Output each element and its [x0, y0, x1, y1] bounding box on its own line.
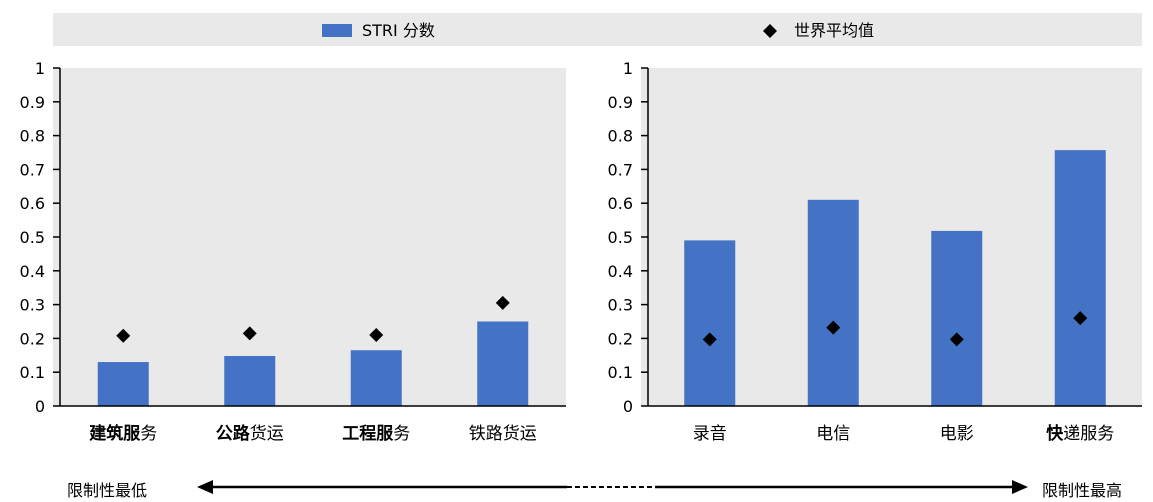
- bar-0: [684, 240, 736, 406]
- average-marker-0: [702, 332, 717, 347]
- y-tick-label: 0.4: [608, 262, 633, 281]
- average-marker-3: [1073, 311, 1088, 326]
- y-tick-label: 0.1: [20, 363, 45, 382]
- category-label-2: 工程服务: [342, 424, 410, 444]
- y-tick-label: 0.8: [20, 127, 45, 146]
- arrow-right-icon: [1012, 480, 1028, 494]
- y-tick-label: 0.7: [20, 160, 45, 179]
- average-marker-1: [242, 326, 257, 341]
- y-tick-label: 0: [35, 397, 45, 416]
- panel-left: 0 0.1 0.2 0.3 0.4 0.5 0.6 0.7 0.8 0.9 1 建筑服务 公路货运 工程服…: [20, 59, 566, 444]
- y-tick-label: 0.5: [608, 228, 633, 247]
- legend-bar-swatch: [322, 24, 352, 37]
- y-tick-label: 0.9: [20, 93, 45, 112]
- bar-1: [224, 355, 276, 406]
- y-tick-label: 0.3: [608, 296, 633, 315]
- y-tick-label: 0.9: [608, 93, 633, 112]
- category-label-3: 快递服务: [1046, 423, 1114, 444]
- y-tick-label: 0.2: [20, 329, 45, 348]
- category-label-2: 电影: [940, 424, 974, 444]
- legend-bar-label: STRI 分数: [362, 21, 435, 40]
- average-marker-3: [495, 295, 510, 310]
- y-tick-label: 0.6: [20, 194, 45, 213]
- category-label-1: 公路货运: [216, 423, 284, 444]
- y-tick-label: 1: [623, 59, 633, 78]
- average-marker-1: [826, 320, 841, 335]
- panel-right: 0 0.1 0.2 0.3 0.4 0.5 0.6 0.7 0.8 0.9 1 录音 电信 电影 快递服务: [608, 59, 1142, 444]
- average-marker-2: [949, 332, 964, 347]
- y-tick-label: 0.6: [608, 194, 633, 213]
- bar-3: [477, 321, 529, 406]
- y-tick-label: 0.7: [608, 160, 633, 179]
- scale-left-label: 限制性最低: [67, 481, 147, 500]
- scale-right-label: 限制性最高: [1042, 481, 1122, 500]
- bar-1: [807, 199, 859, 406]
- y-tick-label: 0.4: [20, 262, 45, 281]
- category-label-1: 电信: [816, 424, 850, 444]
- y-tick-label: 0: [623, 397, 633, 416]
- bar-2: [931, 230, 983, 406]
- bar-0: [97, 362, 149, 406]
- average-marker-0: [116, 328, 131, 343]
- y-tick-label: 1: [35, 59, 45, 78]
- bar-2: [350, 350, 402, 406]
- category-label-0: 录音: [693, 424, 727, 444]
- legend-background: [53, 13, 1142, 46]
- arrow-left-icon: [197, 480, 213, 494]
- y-tick-label: 0.3: [20, 296, 45, 315]
- y-tick-label: 0.1: [608, 363, 633, 382]
- category-label-0: 建筑服务: [89, 423, 157, 444]
- y-tick-label: 0.8: [608, 127, 633, 146]
- legend-marker-label: 世界平均值: [794, 21, 874, 40]
- average-marker-2: [369, 328, 384, 343]
- bar-3: [1054, 150, 1106, 406]
- y-tick-label: 0.5: [20, 228, 45, 247]
- category-label-3: 铁路货运: [469, 424, 537, 444]
- legend-diamond-icon: [763, 24, 777, 38]
- y-tick-label: 0.2: [608, 329, 633, 348]
